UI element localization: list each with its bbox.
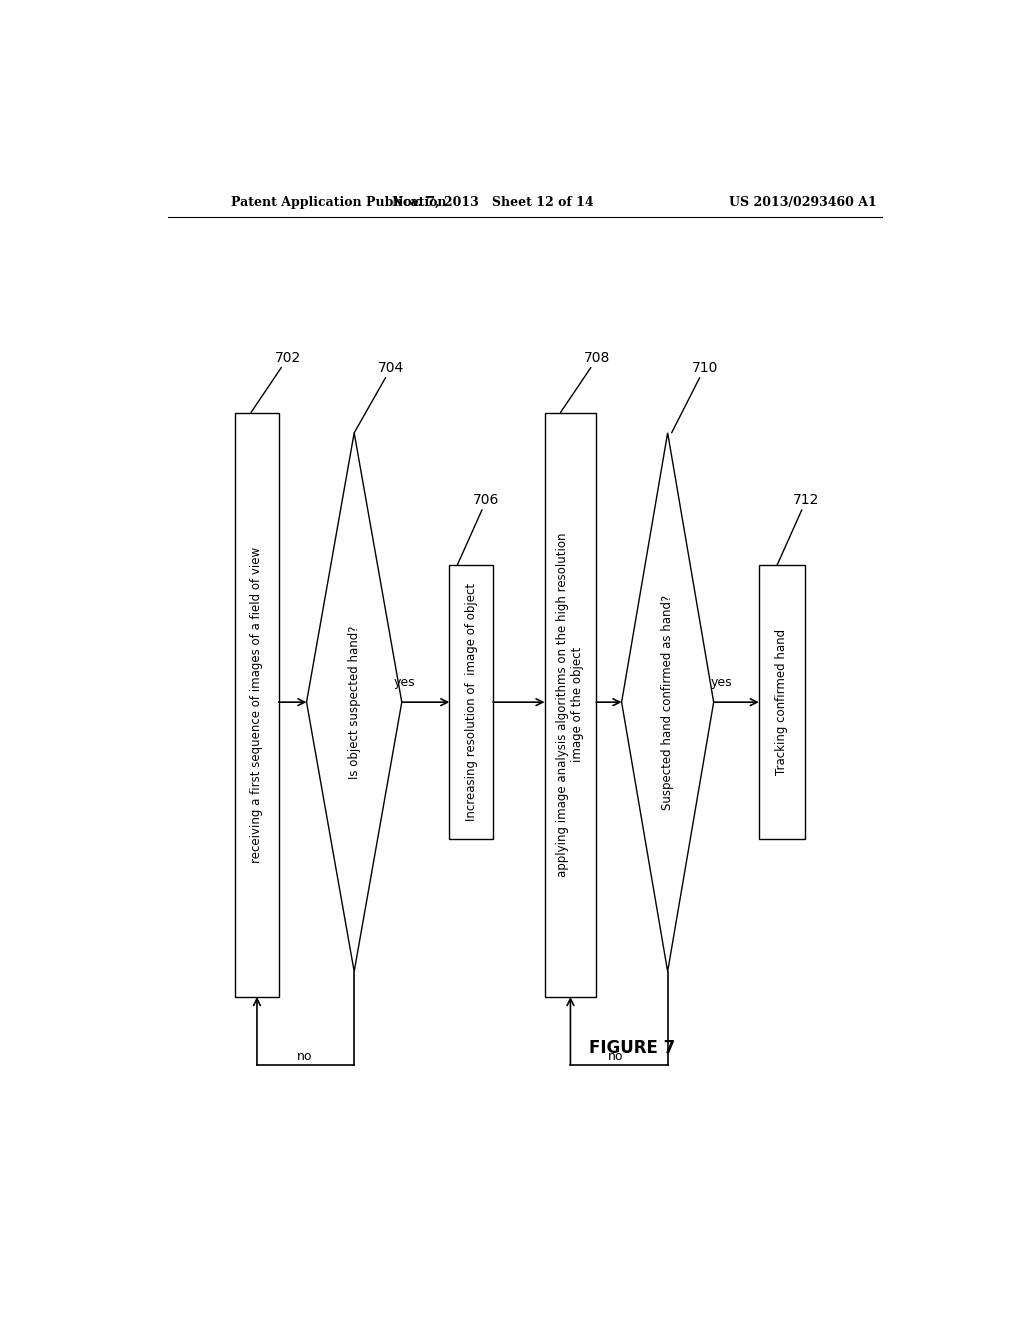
Text: 710: 710 bbox=[672, 360, 718, 433]
Text: Nov. 7, 2013   Sheet 12 of 14: Nov. 7, 2013 Sheet 12 of 14 bbox=[392, 195, 594, 209]
Text: Patent Application Publication: Patent Application Publication bbox=[231, 195, 446, 209]
Text: applying image analysis algorithms on the high resolution
image of the object: applying image analysis algorithms on th… bbox=[556, 532, 585, 876]
Text: FIGURE 7: FIGURE 7 bbox=[589, 1039, 675, 1057]
Polygon shape bbox=[306, 433, 401, 972]
Polygon shape bbox=[622, 433, 714, 972]
Text: 704: 704 bbox=[354, 360, 404, 433]
Text: yes: yes bbox=[393, 676, 415, 689]
Text: yes: yes bbox=[711, 676, 732, 689]
Bar bbox=[236, 413, 279, 997]
Bar bbox=[759, 565, 805, 840]
Text: 702: 702 bbox=[251, 351, 301, 412]
Text: Suspected hand confirmed as hand?: Suspected hand confirmed as hand? bbox=[662, 594, 674, 809]
Text: no: no bbox=[608, 1049, 624, 1063]
Text: no: no bbox=[296, 1049, 312, 1063]
Text: 712: 712 bbox=[777, 492, 819, 565]
Text: receiving a first sequence of images of a field of view: receiving a first sequence of images of … bbox=[251, 546, 263, 863]
Text: 706: 706 bbox=[458, 492, 500, 565]
Text: Is object suspected hand?: Is object suspected hand? bbox=[348, 626, 360, 779]
Bar bbox=[545, 413, 596, 997]
Text: US 2013/0293460 A1: US 2013/0293460 A1 bbox=[729, 195, 877, 209]
Text: 708: 708 bbox=[560, 351, 610, 412]
Text: Tracking confirmed hand: Tracking confirmed hand bbox=[775, 630, 788, 775]
Bar bbox=[450, 565, 494, 840]
Text: Increasing resolution of  image of object: Increasing resolution of image of object bbox=[465, 583, 478, 821]
